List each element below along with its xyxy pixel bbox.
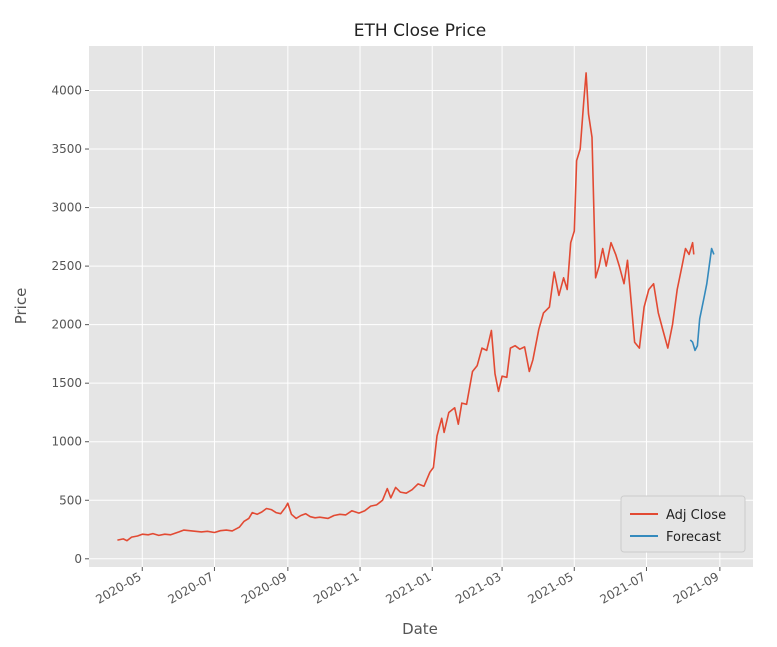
x-axis-label: Date bbox=[402, 620, 438, 638]
series-line-forecast bbox=[689, 247, 715, 352]
y-tick-label: 500 bbox=[59, 493, 82, 507]
y-axis: 0 500 1000 1500 2000 2500 3000 3500 4000 bbox=[51, 83, 89, 566]
x-axis: 2020-05 2020-07 2020-09 2020-11 2021-01 2021-… bbox=[93, 567, 721, 607]
x-tick-label: 2021-03 bbox=[453, 569, 503, 606]
y-tick-label: 2500 bbox=[51, 259, 82, 273]
x-tick-label: 2020-09 bbox=[239, 569, 289, 606]
y-tick-label: 3500 bbox=[51, 142, 82, 156]
y-tick-label: 1500 bbox=[51, 376, 82, 390]
y-axis-label: Price bbox=[12, 288, 30, 325]
x-tick-label: 2020-11 bbox=[311, 569, 361, 606]
series-layer bbox=[117, 72, 715, 542]
y-tick-label: 4000 bbox=[51, 83, 82, 97]
x-tick-label: 2021-09 bbox=[671, 569, 721, 606]
x-tick-label: 2021-01 bbox=[383, 569, 433, 606]
y-tick-label: 1000 bbox=[51, 435, 82, 449]
legend: Adj Close Forecast bbox=[620, 495, 746, 553]
legend-label-forecast: Forecast bbox=[666, 530, 721, 545]
y-tick-label: 2000 bbox=[51, 318, 82, 332]
chart-title: ETH Close Price bbox=[354, 21, 487, 41]
x-tick-label: 2021-07 bbox=[598, 569, 648, 606]
x-tick-label: 2020-05 bbox=[93, 569, 143, 606]
legend-label-adj-close: Adj Close bbox=[666, 508, 726, 523]
legend-box bbox=[620, 495, 746, 553]
plot-area bbox=[89, 46, 753, 567]
y-tick-label: 3000 bbox=[51, 201, 82, 215]
x-tick-label: 2021-05 bbox=[525, 569, 575, 606]
x-tick-label: 2020-07 bbox=[166, 569, 216, 606]
grid-lines bbox=[89, 46, 753, 567]
series-line-adj-close bbox=[117, 72, 695, 542]
y-tick-label: 0 bbox=[74, 552, 82, 566]
